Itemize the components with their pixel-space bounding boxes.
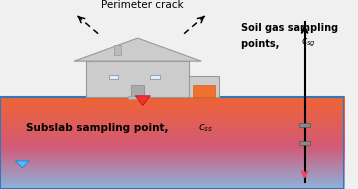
Bar <box>86 61 189 97</box>
Bar <box>128 96 147 99</box>
Text: $\mathit{c}_{\mathit{sg}}$: $\mathit{c}_{\mathit{sg}}$ <box>301 36 316 49</box>
Bar <box>113 45 121 55</box>
Polygon shape <box>15 161 29 168</box>
Text: Perimeter crack: Perimeter crack <box>102 0 184 10</box>
Bar <box>0 97 344 189</box>
Bar <box>90 91 186 98</box>
Bar <box>150 75 160 79</box>
Bar <box>109 75 118 79</box>
Text: Soil gas sampling: Soil gas sampling <box>241 23 338 33</box>
Text: $\mathit{c}_{\mathit{ss}}$: $\mathit{c}_{\mathit{ss}}$ <box>198 122 213 134</box>
Bar <box>299 141 310 145</box>
Polygon shape <box>74 38 201 61</box>
Text: points,: points, <box>241 39 282 49</box>
Polygon shape <box>135 96 150 105</box>
Bar <box>131 85 144 97</box>
Bar <box>299 123 310 127</box>
Bar <box>189 76 218 97</box>
Text: Subslab sampling point,: Subslab sampling point, <box>26 123 172 133</box>
Bar <box>193 85 215 97</box>
